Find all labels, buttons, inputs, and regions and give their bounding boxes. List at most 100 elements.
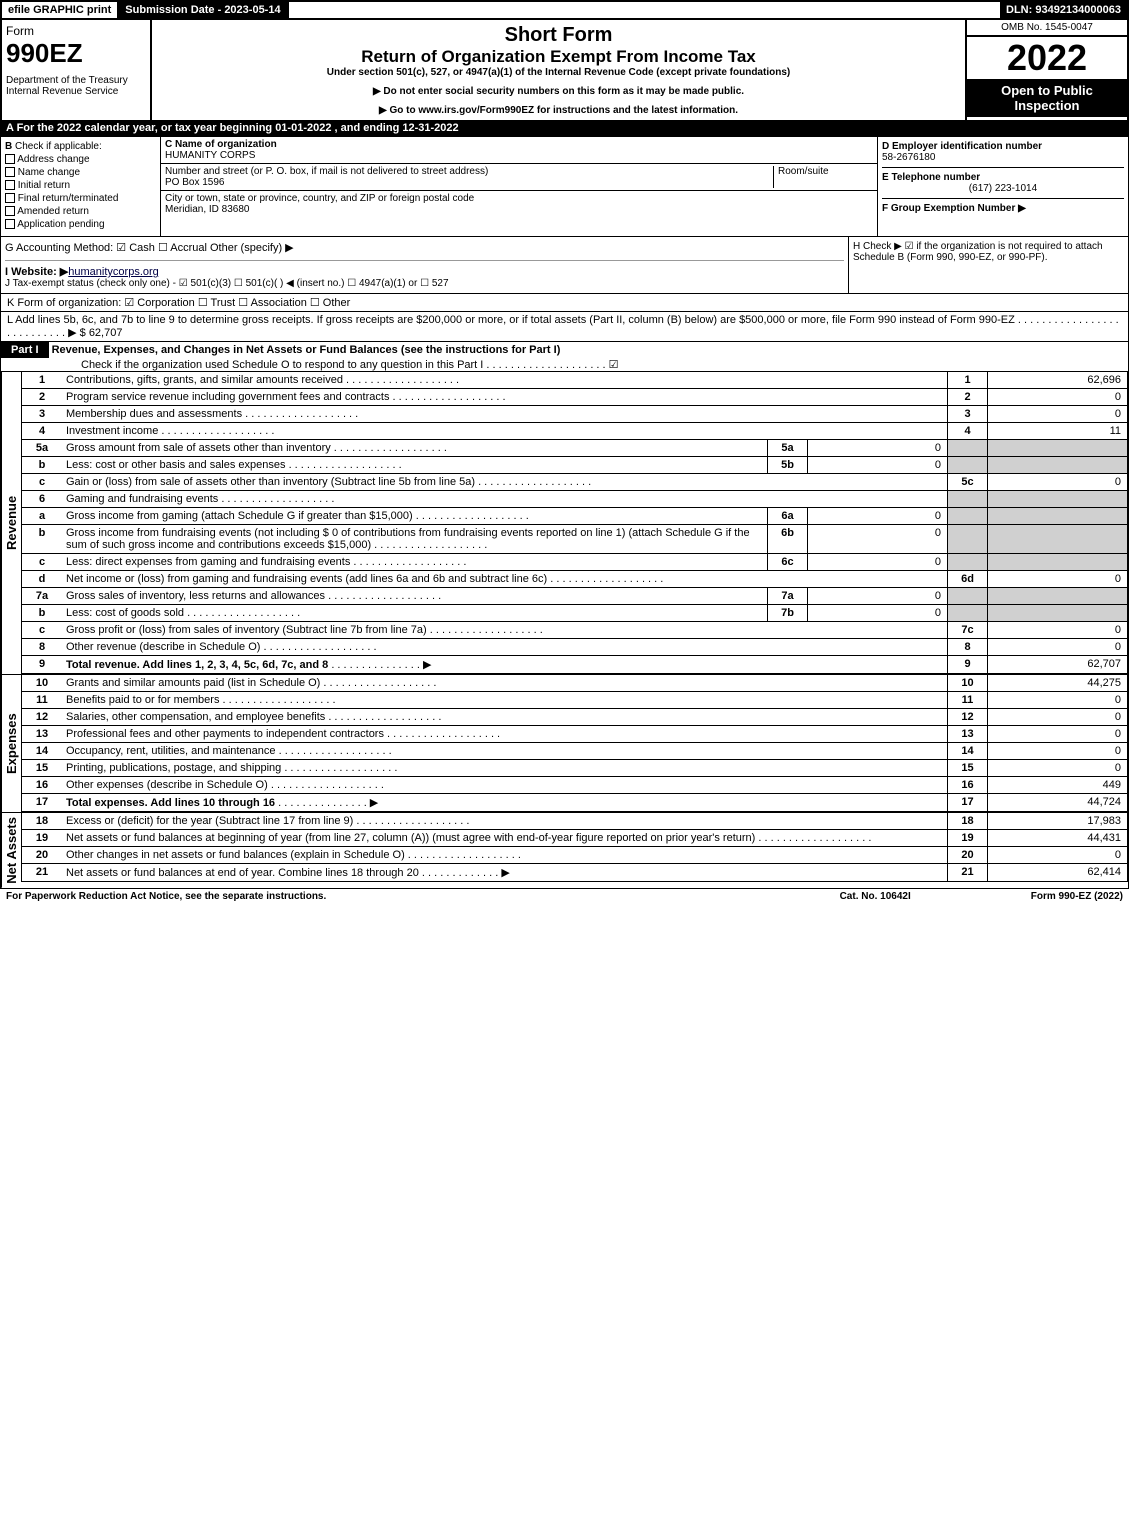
line-desc: Benefits paid to or for members . . . . …: [62, 692, 947, 708]
part-i-desc: Revenue, Expenses, and Changes in Net As…: [52, 344, 561, 356]
line-num: b: [22, 605, 62, 621]
line-num: 21: [22, 864, 62, 881]
line-desc: Printing, publications, postage, and shi…: [62, 760, 947, 776]
org-street: PO Box 1596: [165, 177, 224, 188]
sub-line-val: 0: [807, 457, 947, 473]
line-desc: Other revenue (describe in Schedule O) .…: [62, 639, 947, 655]
result-num: 6d: [947, 571, 987, 587]
result-num: 2: [947, 389, 987, 405]
result-val: 0: [987, 639, 1127, 655]
expenses-section: Expenses 10Grants and similar amounts pa…: [0, 675, 1129, 813]
result-num: 18: [947, 813, 987, 829]
line-row: 7aGross sales of inventory, less returns…: [21, 588, 1128, 605]
sub-line-val: 0: [807, 588, 947, 604]
result-num: 20: [947, 847, 987, 863]
line-j: J Tax-exempt status (check only one) - ☑…: [5, 278, 844, 289]
c-street-label: Number and street (or P. O. box, if mail…: [165, 166, 488, 177]
line-row: bLess: cost or other basis and sales exp…: [21, 457, 1128, 474]
line-num: 1: [22, 372, 62, 388]
top-bar: efile GRAPHIC print Submission Date - 20…: [0, 0, 1129, 20]
result-num: 15: [947, 760, 987, 776]
line-row: bLess: cost of goods sold . . . . . . . …: [21, 605, 1128, 622]
line-desc: Professional fees and other payments to …: [62, 726, 947, 742]
line-row: 21Net assets or fund balances at end of …: [21, 864, 1128, 882]
line-row: 6Gaming and fundraising events . . . . .…: [21, 491, 1128, 508]
form-word: Form: [6, 24, 146, 38]
result-val: 0: [987, 743, 1127, 759]
line-num: 4: [22, 423, 62, 439]
result-num-shade: [947, 440, 987, 456]
line-num: c: [22, 622, 62, 638]
tax-year: 2022: [967, 37, 1127, 79]
line-row: 19Net assets or fund balances at beginni…: [21, 830, 1128, 847]
chk-name-change[interactable]: Name change: [5, 167, 156, 178]
result-val: 0: [987, 760, 1127, 776]
result-num: 3: [947, 406, 987, 422]
line-desc: Other changes in net assets or fund bala…: [62, 847, 947, 863]
line-desc: Gross income from fundraising events (no…: [62, 525, 767, 553]
line-row: dNet income or (loss) from gaming and fu…: [21, 571, 1128, 588]
result-num-shade: [947, 491, 987, 507]
result-num: 10: [947, 675, 987, 691]
part-i-label: Part I: [1, 342, 49, 358]
line-num: 14: [22, 743, 62, 759]
line-row: 8Other revenue (describe in Schedule O) …: [21, 639, 1128, 656]
chk-initial-return[interactable]: Initial return: [5, 180, 156, 191]
sub-line-val: 0: [807, 508, 947, 524]
line-desc: Total revenue. Add lines 1, 2, 3, 4, 5c,…: [62, 656, 947, 673]
ssn-warning: ▶ Do not enter social security numbers o…: [156, 86, 961, 97]
line-row: 2Program service revenue including gover…: [21, 389, 1128, 406]
line-row: 16Other expenses (describe in Schedule O…: [21, 777, 1128, 794]
efile-label[interactable]: efile GRAPHIC print: [2, 2, 119, 18]
result-val: 0: [987, 847, 1127, 863]
line-desc: Net assets or fund balances at end of ye…: [62, 864, 947, 881]
line-num: 17: [22, 794, 62, 811]
footer-cat: Cat. No. 10642I: [840, 891, 911, 902]
result-num-shade: [947, 525, 987, 553]
line-row: bGross income from fundraising events (n…: [21, 525, 1128, 554]
sub-line-num: 7a: [767, 588, 807, 604]
line-num: 16: [22, 777, 62, 793]
dln: DLN: 93492134000063: [1000, 2, 1127, 18]
line-num: 13: [22, 726, 62, 742]
goto-link[interactable]: ▶ Go to www.irs.gov/Form990EZ for instru…: [156, 105, 961, 116]
row-a-tax-year: A For the 2022 calendar year, or tax yea…: [0, 120, 1129, 136]
sub-line-num: 6c: [767, 554, 807, 570]
line-desc: Contributions, gifts, grants, and simila…: [62, 372, 947, 388]
result-val-shade: [987, 491, 1127, 507]
revenue-section: Revenue 1Contributions, gifts, grants, a…: [0, 372, 1129, 675]
website-link[interactable]: humanitycorps.org: [68, 266, 159, 278]
org-city: Meridian, ID 83680: [165, 204, 250, 215]
line-desc: Salaries, other compensation, and employ…: [62, 709, 947, 725]
result-num: 14: [947, 743, 987, 759]
line-row: 20Other changes in net assets or fund ba…: [21, 847, 1128, 864]
result-val-shade: [987, 588, 1127, 604]
line-num: 2: [22, 389, 62, 405]
expenses-vlabel: Expenses: [1, 675, 21, 812]
result-val: 62,707: [987, 656, 1127, 673]
line-desc: Investment income . . . . . . . . . . . …: [62, 423, 947, 439]
sub-line-num: 6a: [767, 508, 807, 524]
line-row: 18Excess or (deficit) for the year (Subt…: [21, 813, 1128, 830]
line-h: H Check ▶ ☑ if the organization is not r…: [853, 241, 1103, 263]
line-row: 5aGross amount from sale of assets other…: [21, 440, 1128, 457]
chk-final-return[interactable]: Final return/terminated: [5, 193, 156, 204]
chk-application-pending[interactable]: Application pending: [5, 219, 156, 230]
line-row: 17Total expenses. Add lines 10 through 1…: [21, 794, 1128, 812]
chk-amended-return[interactable]: Amended return: [5, 206, 156, 217]
header-mid: Short Form Return of Organization Exempt…: [152, 20, 967, 120]
result-num: 19: [947, 830, 987, 846]
line-row: 4Investment income . . . . . . . . . . .…: [21, 423, 1128, 440]
line-desc: Membership dues and assessments . . . . …: [62, 406, 947, 422]
result-val-shade: [987, 508, 1127, 524]
line-desc: Gross sales of inventory, less returns a…: [62, 588, 767, 604]
inspection-notice: Open to Public Inspection: [967, 79, 1127, 117]
line-desc: Gain or (loss) from sale of assets other…: [62, 474, 947, 490]
result-val: 0: [987, 692, 1127, 708]
line-row: 13Professional fees and other payments t…: [21, 726, 1128, 743]
result-num: 12: [947, 709, 987, 725]
footer-form: Form 990-EZ (2022): [1031, 891, 1123, 902]
footer-left: For Paperwork Reduction Act Notice, see …: [6, 891, 840, 902]
sub-line-num: 5b: [767, 457, 807, 473]
chk-address-change[interactable]: Address change: [5, 154, 156, 165]
